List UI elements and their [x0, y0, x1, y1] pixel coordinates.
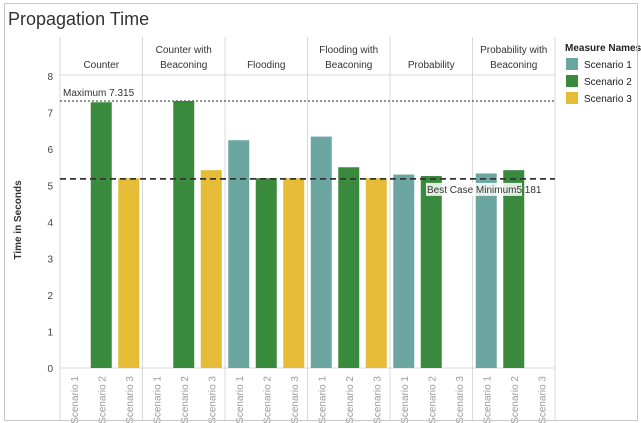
chart-title: Propagation Time [8, 9, 149, 29]
bar [503, 170, 525, 368]
x-tick-label: Scenario 1 [400, 376, 411, 423]
y-tick-label: 1 [47, 328, 53, 339]
y-tick-label: 2 [47, 291, 53, 302]
bar [173, 101, 195, 368]
panel-header-label: Flooding with Beaconing [319, 45, 378, 71]
legend-swatch [566, 92, 578, 104]
maximum-reference-label: Maximum 7.315 [63, 88, 135, 99]
x-tick-label: Scenario 3 [455, 376, 466, 423]
panel-header-label: Flooding [247, 60, 285, 71]
x-tick-label: Scenario 2 [345, 376, 356, 423]
x-tick-label: Scenario 2 [97, 376, 108, 423]
x-tick-label: Scenario 3 [290, 376, 301, 423]
bar [200, 170, 222, 368]
y-tick-label: 5 [47, 182, 53, 193]
y-tick-label: 8 [47, 72, 53, 83]
x-tick-label: Scenario 1 [235, 376, 246, 423]
x-tick-label: Scenario 3 [372, 376, 383, 423]
bar [420, 176, 442, 368]
x-tick-label: Scenario 3 [125, 376, 136, 423]
x-tick-label: Scenario 2 [510, 376, 521, 423]
legend-label: Scenario 2 [584, 77, 632, 88]
x-tick-label: Scenario 2 [427, 376, 438, 423]
x-tick-label: Scenario 2 [180, 376, 191, 423]
x-tick-label: Scenario 3 [207, 376, 218, 423]
minimum-label-background [426, 182, 522, 196]
x-tick-label: Scenario 1 [317, 376, 328, 423]
bar [338, 167, 360, 368]
x-tick-label: Scenario 3 [537, 376, 548, 423]
legend-swatch [566, 58, 578, 70]
bar [228, 140, 250, 368]
panel-header-label: Counter [83, 60, 119, 71]
y-axis-label: Time in Seconds [13, 180, 24, 260]
y-tick-label: 0 [47, 364, 53, 375]
x-tick-label: Scenario 1 [70, 376, 81, 423]
panel-header-label: Probability with Beaconing [480, 45, 547, 71]
legend-label: Scenario 3 [584, 94, 632, 105]
bar [118, 178, 140, 368]
legend-label: Scenario 1 [584, 60, 632, 71]
bar [475, 173, 497, 368]
legend: Measure Names Scenario 1 Scenario 2 Scenar… [565, 43, 641, 105]
y-tick-label: 3 [47, 255, 53, 266]
bar [393, 174, 415, 368]
y-tick-label: 6 [47, 145, 53, 156]
panel-header-label: Probability [408, 60, 455, 71]
x-tick-label: Scenario 1 [482, 376, 493, 423]
bar [365, 178, 387, 368]
x-tick-label: Scenario 2 [262, 376, 273, 423]
minimum-reference-label: Best Case Minimum5.181 [427, 185, 542, 196]
legend-swatch [566, 75, 578, 87]
legend-title: Measure Names [565, 43, 641, 54]
x-tick-label: Scenario 1 [152, 376, 163, 423]
plot-area: 0 1 2 3 4 5 6 7 8 Counter Counter with Beaconing Flo… [47, 37, 556, 423]
bar [90, 102, 112, 368]
bar [310, 136, 332, 368]
panel-header-label: Counter with Beaconing [156, 45, 212, 71]
bar [255, 178, 277, 368]
bar [283, 178, 305, 368]
y-tick-label: 7 [47, 109, 53, 120]
y-tick-label: 4 [47, 218, 53, 229]
